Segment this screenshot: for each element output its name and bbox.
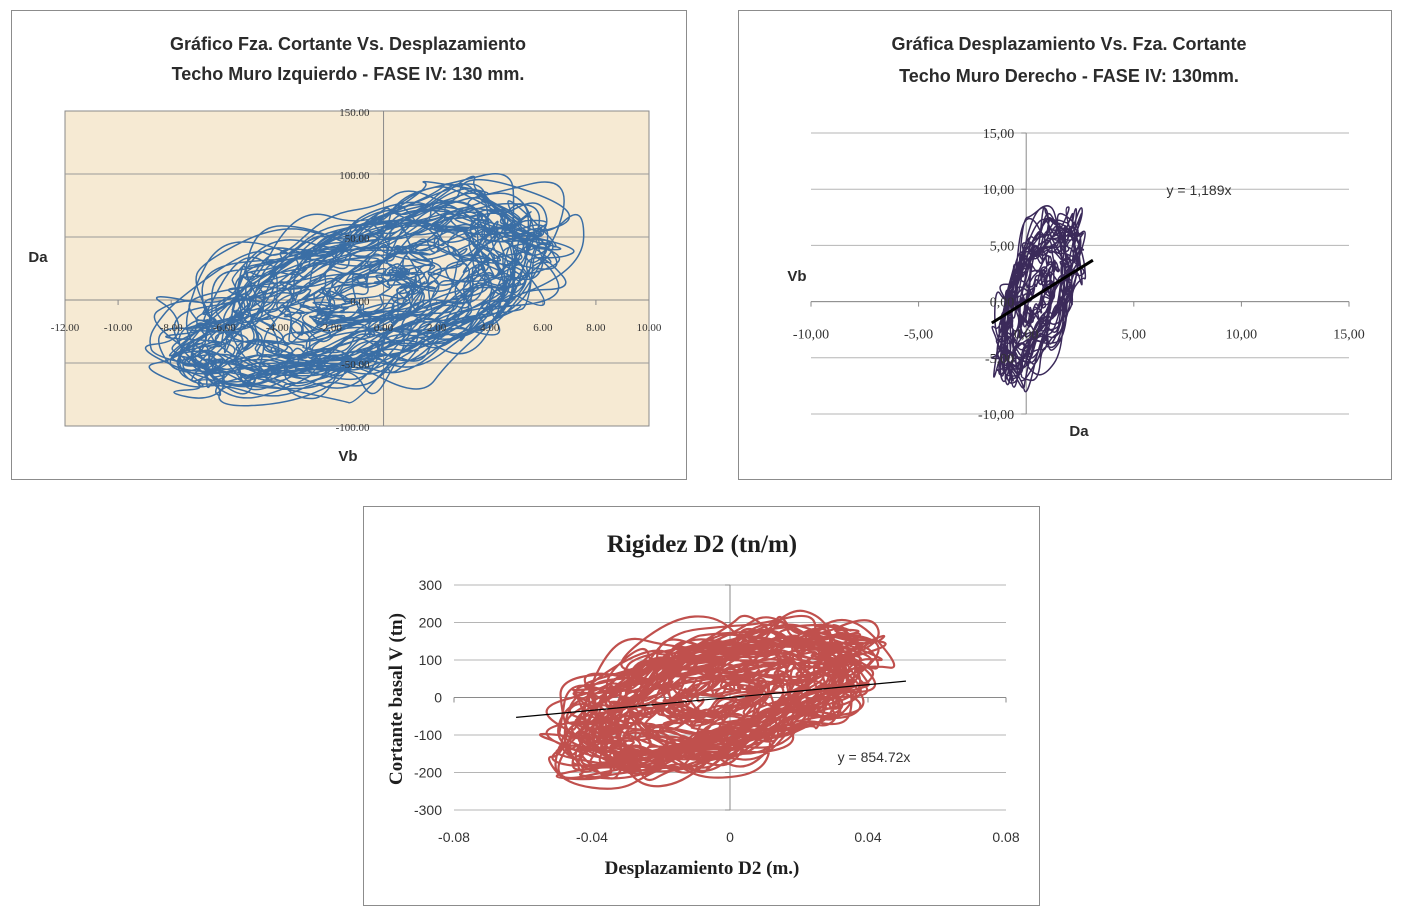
y-tick-label: 5,00 [990, 239, 1015, 254]
chart-title-line1: Gráfica Desplazamiento Vs. Fza. Cortante [891, 34, 1246, 54]
chart-title-line2: Techo Muro Izquierdo - FASE IV: 130 mm. [172, 64, 525, 84]
x-tick-label: 0,00 [1014, 328, 1038, 343]
x-tick-label: 0 [726, 829, 734, 845]
y-tick-label: 0.00 [350, 296, 370, 308]
x-tick-label: -12.00 [51, 322, 80, 334]
x-tick-label: 15,00 [1333, 328, 1365, 343]
y-tick-label: 0 [434, 690, 442, 706]
x-tick-label: -8.00 [160, 322, 183, 334]
y-tick-label: -300 [414, 802, 442, 818]
x-tick-label: 6.00 [533, 322, 553, 334]
chart-left-svg: -12.00 -10.00 -8.00 -6.00 -4.00 -2.00 0.00 2.00… [28, 34, 662, 465]
y-axis-label: Vb [787, 268, 806, 285]
chart-panel-left: -12.00 -10.00 -8.00 -6.00 -4.00 -2.00 0.00 2.00… [11, 10, 687, 480]
x-tick-label: 2.00 [427, 322, 447, 334]
x-tick-label: -10.00 [104, 322, 133, 334]
trendline-equation: y = 854.72x [838, 749, 911, 765]
x-axis-label: Desplazamiento D2 (m.) [605, 858, 800, 879]
y-tick-label: -50.00 [341, 359, 370, 371]
y-tick-label: -200 [414, 765, 442, 781]
x-tick-label: 0.08 [992, 829, 1019, 845]
y-tick-label: 150.00 [339, 107, 370, 119]
x-tick-label: 10,00 [1226, 328, 1258, 343]
y-tick-label: 0,00 [990, 296, 1015, 311]
x-tick-label: 4.00 [480, 322, 500, 334]
y-tick-label: 100.00 [339, 170, 370, 182]
trendline [990, 258, 1094, 325]
chart-panel-right: -10,00 -5,00 0,00 5,00 10,00 15,00 -10,00 -5,00… [738, 10, 1392, 480]
x-tick-label: 8.00 [586, 322, 606, 334]
series-trace [538, 609, 896, 790]
x-tick-label: 0.04 [854, 829, 881, 845]
x-tick-label: -0.04 [576, 829, 608, 845]
y-tick-label: 200 [419, 615, 443, 631]
chart-title: Rigidez D2 (tn/m) [607, 531, 797, 558]
y-tick-label: -100.00 [336, 422, 370, 434]
x-tick-label: 10.00 [637, 322, 662, 334]
chart-title-line1: Gráfico Fza. Cortante Vs. Desplazamiento [170, 34, 526, 54]
y-tick-label: 15,00 [983, 127, 1015, 142]
chart-bottom-svg: -0.08 -0.04 0 0.04 0.08 -300 -200 -100 0 100 200 30… [386, 531, 1020, 879]
x-axis-label: Vb [338, 448, 357, 465]
x-tick-label: -2.00 [319, 322, 342, 334]
x-axis-label: Da [1069, 423, 1089, 440]
x-tick-label: -4.00 [266, 322, 289, 334]
x-tick-label: -0.08 [438, 829, 470, 845]
chart-right-svg: -10,00 -5,00 0,00 5,00 10,00 15,00-10,00-5,00… [787, 34, 1365, 440]
x-tick-label: 0.00 [374, 322, 394, 334]
series-trace [991, 205, 1087, 393]
trendline-equation: y = 1,189x [1167, 182, 1232, 198]
chart-panel-bottom: -0.08 -0.04 0 0.04 0.08 -300 -200 -100 0 100 200 30… [363, 506, 1040, 906]
y-tick-label: -10,00 [978, 408, 1014, 423]
series-trace [144, 173, 585, 407]
y-tick-label: 10,00 [983, 183, 1015, 198]
x-tick-label: -5,00 [904, 328, 933, 343]
x-tick-label: 5,00 [1122, 328, 1147, 343]
y-axis-label: Da [28, 249, 48, 266]
y-tick-label: 50.00 [345, 233, 370, 245]
y-tick-label: 300 [419, 577, 443, 593]
y-tick-label: -5,00 [985, 352, 1014, 367]
y-axis-label: Cortante basal V (tn) [386, 613, 407, 785]
x-tick-label: -6.00 [213, 322, 236, 334]
x-tick-label: -10,00 [793, 328, 829, 343]
chart-title-line2: Techo Muro Derecho - FASE IV: 130mm. [899, 66, 1239, 86]
y-tick-label: -100 [414, 727, 442, 743]
y-tick-label: 100 [419, 652, 443, 668]
trendline [516, 680, 907, 718]
